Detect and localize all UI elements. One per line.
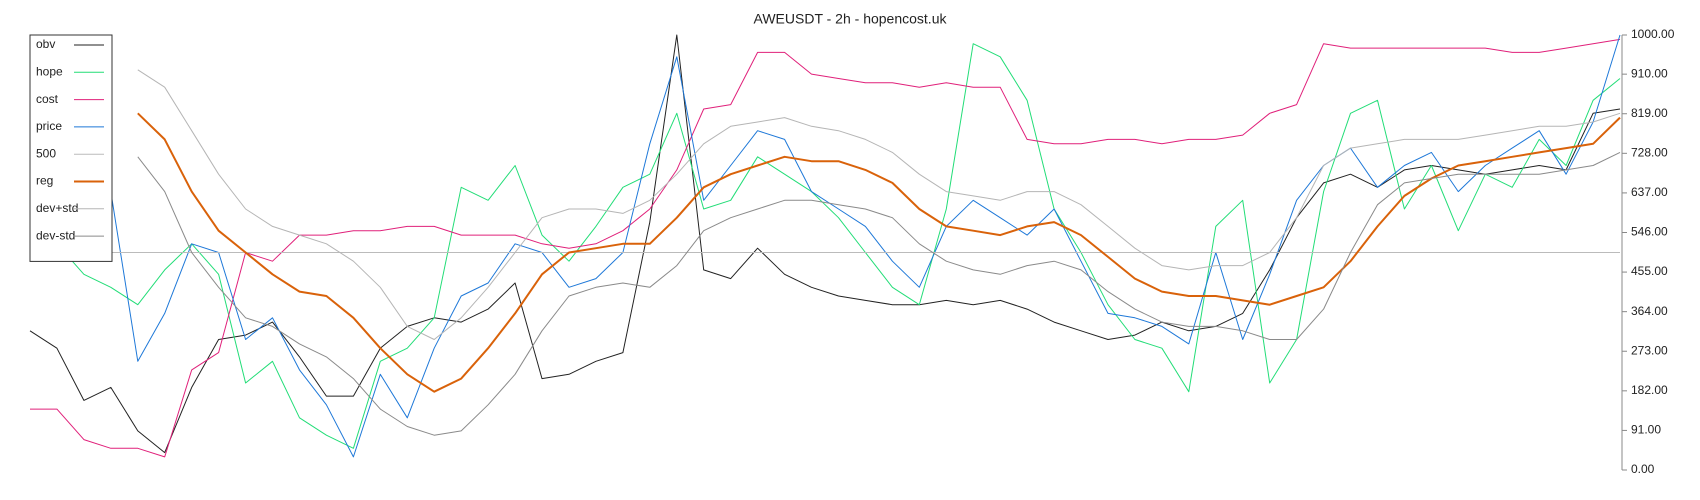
y-tick-label: 364.00 <box>1631 304 1668 318</box>
y-tick-label: 91.00 <box>1631 423 1661 437</box>
y-tick-label: 910.00 <box>1631 66 1668 80</box>
series-line <box>29 34 1621 454</box>
series-line <box>137 151 1621 436</box>
series-line <box>29 34 1621 458</box>
legend-label: obv <box>36 37 55 51</box>
legend-label: cost <box>36 92 59 106</box>
series-line <box>30 38 1621 458</box>
y-tick-label: 819.00 <box>1631 106 1668 120</box>
y-tick-label: 182.00 <box>1631 383 1668 397</box>
series-line <box>137 69 1621 340</box>
chart-title: AWEUSDT - 2h - hopencost.uk <box>754 11 948 27</box>
legend-label: reg <box>36 174 53 188</box>
y-tick-label: 455.00 <box>1631 264 1668 278</box>
legend-label: 500 <box>36 146 56 160</box>
y-tick-label: 546.00 <box>1631 225 1668 239</box>
legend-label: dev+std <box>36 201 78 215</box>
y-tick-label: 0.00 <box>1631 462 1655 476</box>
series-line <box>137 112 1621 393</box>
series-line <box>29 43 1621 449</box>
legend-label: price <box>36 119 62 133</box>
y-tick-label: 637.00 <box>1631 185 1668 199</box>
y-tick-label: 1000.00 <box>1631 27 1675 41</box>
y-tick-label: 273.00 <box>1631 343 1668 357</box>
legend-label: dev-std <box>36 228 75 242</box>
legend-label: hope <box>36 64 63 78</box>
y-tick-label: 728.00 <box>1631 145 1668 159</box>
